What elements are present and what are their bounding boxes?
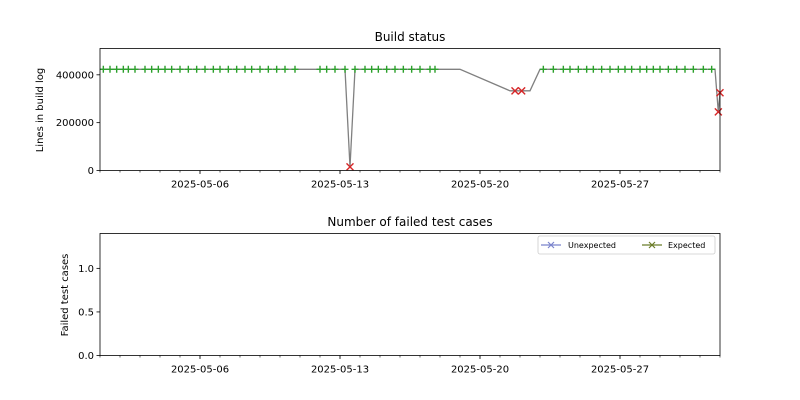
build-passed-marker [566,65,574,73]
legend-expected-x-icon [648,241,656,249]
build-passed-marker [256,65,264,73]
build-passed-marker [291,65,299,73]
build-passed-marker [161,65,169,73]
build-passed-marker [408,65,416,73]
build-passed-marker [628,65,636,73]
legend: Unexpected Expected [537,235,716,255]
legend-item-unexpected: Unexpected [541,241,616,250]
build-y-tick-label: 0 [88,166,94,177]
legend-unexpected-x-icon [547,241,555,249]
build-log-line [100,68,721,167]
build-failed-marker [517,86,526,95]
failed-y-tick-label: 0.0 [78,351,94,362]
build-passed-marker [374,65,382,73]
build-passed-marker [193,65,201,73]
build-passed-marker [391,65,399,73]
build-passed-marker [431,65,439,73]
build-passed-marker [559,65,567,73]
build-passed-marker [264,65,272,73]
build-passed-marker [154,65,162,73]
build-passed-marker [589,65,597,73]
build-passed-marker [598,65,606,73]
build-passed-marker [673,65,681,73]
build-passed-marker [124,65,132,73]
build-y-tick-label: 400000 [56,70,94,81]
failed-x-tick-label: 2025-05-20 [451,365,509,376]
failed-x-tick-label: 2025-05-06 [171,365,229,376]
failed-tests-ylabel: Failed test cases [60,254,71,337]
build-passed-marker [656,65,664,73]
failed-tests-title: Number of failed test cases [327,215,492,229]
build-y-tick-label: 200000 [56,118,94,129]
build-status-panel: Build status Lines in build log 2025-05-… [35,30,724,191]
build-passed-marker [399,65,407,73]
build-passed-marker [201,65,209,73]
build-status-plot-area: 2025-05-06 2025-05-13 2025-05-20 2025-05-27… [56,65,724,191]
build-status-frame [99,48,721,171]
build-x-tick-label: 2025-05-13 [311,180,369,191]
legend-unexpected-label: Unexpected [568,241,616,250]
build-passed-marker [99,65,107,73]
build-passed-marker [331,65,339,73]
failed-tests-plot-area: 2025-05-06 2025-05-13 2025-05-20 2025-05-27… [78,264,721,376]
build-passed-marker [248,65,256,73]
build-passed-marker [574,65,582,73]
failed-y-tick-label: 1.0 [78,264,94,275]
build-passed-marker [699,65,707,73]
build-passed-marker [316,65,324,73]
failed-x-tick-label: 2025-05-13 [311,365,369,376]
build-passed-marker [621,65,629,73]
build-passed-marker [383,65,391,73]
build-passed-marker [636,65,644,73]
build-passed-marker [216,65,224,73]
build-passed-marker [689,65,697,73]
failed-y-tick-label: 0.5 [78,307,94,318]
build-failed-marker [346,162,354,171]
build-passed-marker [606,65,614,73]
build-passed-marker [539,65,547,73]
build-passed-marker [361,65,369,73]
build-passed-marker [168,65,176,73]
build-failed-marker [511,86,519,95]
build-passed-marker [681,65,689,73]
legend-expected-label: Expected [668,241,705,250]
build-passed-marker [649,65,657,73]
build-status-title: Build status [375,30,446,44]
legend-item-expected: Expected [642,241,705,250]
failed-tests-panel: Number of failed test cases Failed test … [60,215,721,376]
build-passed-marker [614,65,622,73]
legend-box [537,235,716,255]
build-passed-marker [106,65,114,73]
build-passed-marker [341,65,349,73]
build-passed-marker [708,65,716,73]
build-passed-marker [141,65,149,73]
build-passed-marker [281,65,289,73]
build-passed-marker [233,65,241,73]
build-passed-marker [416,65,424,73]
build-passed-marker [184,65,192,73]
build-passed-marker [273,65,281,73]
build-passed-marker [209,65,217,73]
build-passed-marker [113,65,121,73]
build-passed-marker [148,65,156,73]
build-passed-marker [131,65,139,73]
build-passed-marker [224,65,232,73]
failed-tests-frame [99,233,721,356]
build-failed-marker [714,107,723,116]
build-passed-marker [323,65,331,73]
build-passed-marker [176,65,184,73]
failed-x-tick-label: 2025-05-27 [591,365,649,376]
build-passed-marker [664,65,672,73]
build-x-tick-label: 2025-05-20 [451,180,509,191]
build-passed-marker [643,65,651,73]
build-passed-marker [351,65,359,73]
build-passed-marker [368,65,376,73]
build-passed-marker [549,65,557,73]
build-passed-marker [241,65,249,73]
build-passed-marker [583,65,591,73]
build-status-ylabel: Lines in build log [35,68,46,153]
build-x-tick-label: 2025-05-27 [591,180,649,191]
build-x-tick-label: 2025-05-06 [171,180,229,191]
